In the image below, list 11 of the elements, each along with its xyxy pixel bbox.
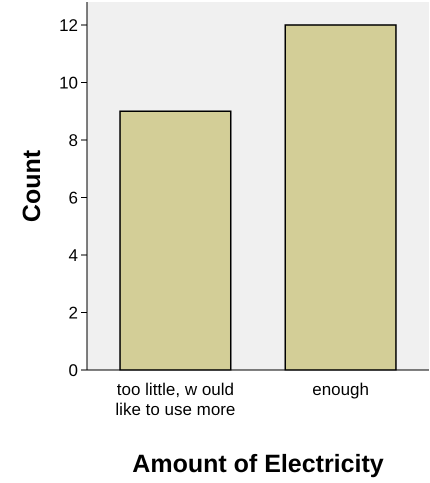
x-tick-label: too little, w ould like to use more	[115, 380, 236, 419]
y-tick-label: 2	[68, 303, 78, 322]
x-axis-title: Amount of Electricity	[132, 450, 384, 478]
y-axis-title: Count	[18, 149, 46, 222]
y-tick-label: 0	[68, 360, 78, 380]
y-tick-label: 6	[68, 188, 78, 208]
y-tick-label: 12	[59, 16, 78, 35]
x-tick-label: enough	[312, 380, 369, 399]
y-tick-label: 4	[68, 246, 78, 265]
y-tick-label: 8	[68, 130, 78, 150]
y-tick-label: 10	[59, 73, 78, 92]
